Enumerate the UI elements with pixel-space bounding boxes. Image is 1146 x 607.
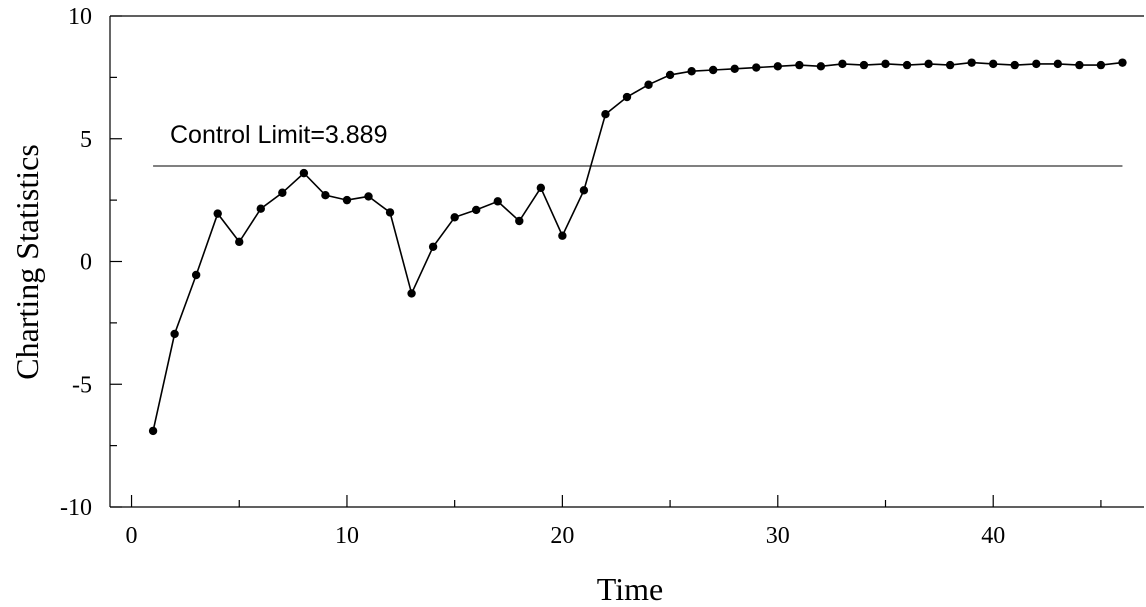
data-point: [687, 67, 696, 76]
data-point: [838, 59, 847, 69]
data-point: [881, 59, 890, 69]
data-point: [1075, 60, 1084, 70]
marks: [148, 58, 1127, 436]
data-point: [795, 60, 804, 70]
data-point: [1096, 60, 1106, 70]
data-point: [213, 209, 222, 218]
data-point: [450, 213, 459, 222]
y-tick-label: 10: [68, 4, 92, 30]
data-point: [148, 426, 158, 436]
data-point: [730, 64, 739, 73]
data-point: [1010, 60, 1019, 70]
data-point: [1032, 59, 1041, 69]
data-point: [665, 70, 675, 80]
data-point: [945, 60, 955, 70]
x-tick-label: 40: [981, 523, 1005, 549]
data-point: [708, 65, 718, 75]
data-point: [752, 63, 761, 72]
x-tick-label: 10: [335, 523, 359, 549]
data-point: [170, 329, 179, 339]
data-point: [428, 242, 438, 251]
data-point: [515, 216, 524, 226]
data-point: [342, 195, 352, 205]
x-tick-label: 20: [550, 523, 574, 549]
data-point: [924, 59, 933, 69]
x-axis-title: Time: [597, 571, 663, 607]
y-tick-label: -10: [60, 495, 92, 521]
axes: [109, 15, 1144, 508]
data-point: [407, 289, 416, 298]
y-axis-title: Charting Statistics: [9, 144, 45, 380]
data-point: [773, 62, 782, 71]
data-point: [902, 60, 912, 70]
data-point: [1118, 58, 1127, 67]
data-point: [579, 186, 589, 195]
data-point: [385, 208, 395, 217]
ticks: [110, 15, 1102, 508]
y-tick-label: 0: [80, 250, 92, 276]
y-tick-label: 5: [80, 127, 92, 153]
y-tick-label: -5: [72, 372, 92, 398]
data-point: [235, 237, 244, 247]
data-point: [364, 192, 373, 201]
reference-line-label: Control Limit=3.889: [170, 121, 387, 149]
data-point: [967, 58, 976, 67]
data-point: [256, 204, 265, 213]
tick-labels: 0 10 20 30 40 -10 -5 0 5 10: [60, 4, 1005, 549]
series-line: [152, 61, 1123, 432]
data-point: [859, 60, 869, 70]
data-point: [989, 59, 998, 69]
data-point: [622, 92, 632, 102]
x-tick-label: 0: [126, 523, 138, 549]
data-point: [644, 80, 653, 89]
data-point: [321, 191, 330, 200]
data-point: [278, 188, 287, 197]
data-point: [1053, 59, 1063, 69]
data-point: [472, 205, 481, 215]
data-point: [299, 168, 309, 178]
data-point: [536, 183, 546, 193]
data-point: [558, 231, 567, 240]
data-point: [816, 62, 826, 71]
data-point: [493, 197, 502, 206]
data-point: [191, 270, 201, 280]
data-point: [601, 110, 610, 119]
x-tick-label: 30: [766, 523, 790, 549]
